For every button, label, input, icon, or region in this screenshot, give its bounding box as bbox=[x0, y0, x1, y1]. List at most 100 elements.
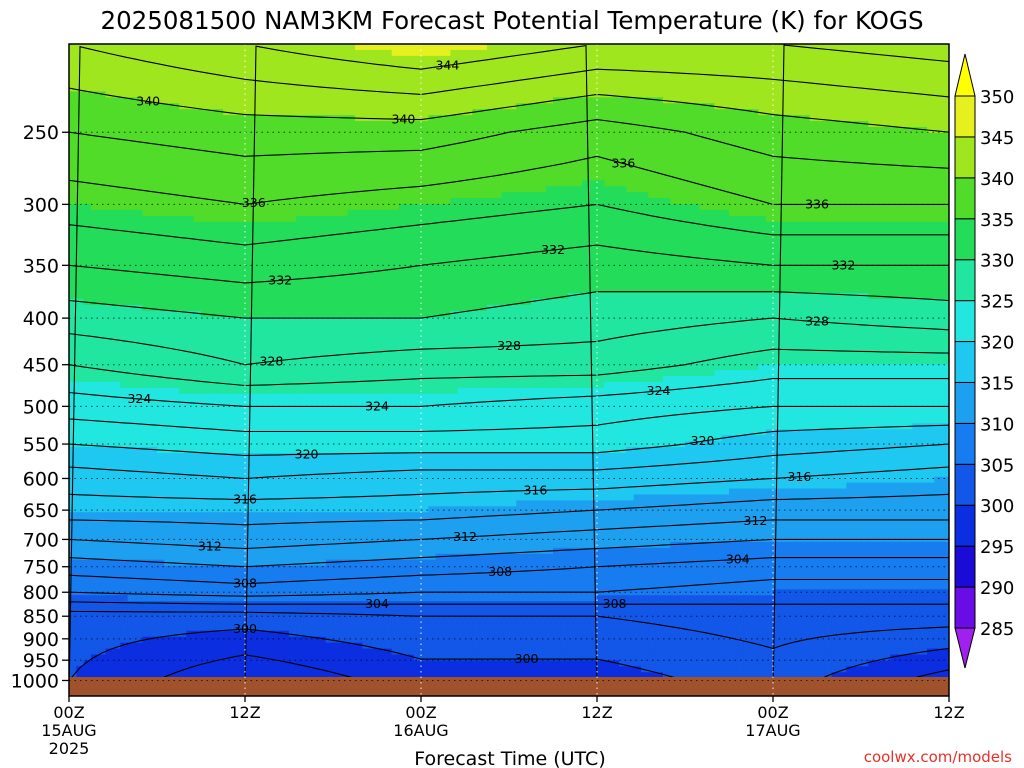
fill-cell bbox=[905, 263, 913, 270]
fill-cell bbox=[714, 157, 722, 164]
fill-cell bbox=[890, 168, 898, 175]
fill-cell bbox=[524, 192, 532, 199]
fill-cell bbox=[172, 228, 180, 235]
fill-cell bbox=[788, 56, 796, 63]
fill-cell bbox=[414, 80, 422, 87]
fill-cell bbox=[817, 180, 825, 187]
fill-cell bbox=[736, 251, 744, 258]
fill-cell bbox=[707, 275, 715, 282]
fill-cell bbox=[480, 127, 488, 134]
fill-cell bbox=[751, 192, 759, 199]
fill-cell bbox=[934, 68, 942, 75]
fill-cell bbox=[568, 139, 576, 146]
fill-cell bbox=[656, 240, 664, 247]
fill-cell bbox=[252, 251, 260, 258]
fill-cell bbox=[802, 186, 810, 193]
fill-cell bbox=[230, 80, 238, 87]
fill-cell bbox=[91, 251, 99, 258]
fill-cell bbox=[128, 80, 136, 87]
fill-cell bbox=[898, 222, 906, 229]
fill-cell bbox=[414, 50, 422, 57]
fill-cell bbox=[934, 74, 942, 81]
fill-cell bbox=[465, 204, 473, 211]
fill-cell bbox=[157, 44, 165, 51]
fill-cell bbox=[846, 246, 854, 253]
fill-cell bbox=[678, 80, 686, 87]
fill-cell bbox=[802, 174, 810, 181]
fill-cell bbox=[208, 103, 216, 110]
fill-cell bbox=[98, 275, 106, 282]
fill-cell bbox=[788, 168, 796, 175]
fill-cell bbox=[76, 68, 84, 75]
fill-cell bbox=[663, 85, 671, 92]
fill-cell bbox=[788, 103, 796, 110]
fill-cell bbox=[392, 103, 400, 110]
fill-cell bbox=[788, 192, 796, 199]
fill-cell bbox=[252, 287, 260, 294]
fill-cell bbox=[186, 180, 194, 187]
fill-cell bbox=[832, 91, 840, 98]
fill-cell bbox=[868, 174, 876, 181]
fill-cell bbox=[912, 228, 920, 235]
fill-cell bbox=[318, 287, 326, 294]
fill-cell bbox=[685, 269, 693, 276]
fill-cell bbox=[905, 222, 913, 229]
fill-cell bbox=[700, 163, 708, 170]
fill-cell bbox=[707, 240, 715, 247]
fill-cell bbox=[604, 74, 612, 81]
fill-cell bbox=[854, 97, 862, 104]
fill-cell bbox=[846, 222, 854, 229]
fill-cell bbox=[406, 74, 414, 81]
fill-cell bbox=[516, 180, 524, 187]
fill-cell bbox=[304, 240, 312, 247]
fill-cell bbox=[758, 275, 766, 282]
fill-cell bbox=[194, 115, 202, 122]
fill-cell bbox=[157, 216, 165, 223]
fill-cell bbox=[898, 228, 906, 235]
fill-cell bbox=[223, 257, 231, 264]
fill-cell bbox=[106, 151, 114, 158]
fill-cell bbox=[326, 80, 334, 87]
fill-cell bbox=[135, 145, 143, 152]
fill-cell bbox=[194, 97, 202, 104]
fill-cell bbox=[128, 180, 136, 187]
fill-cell bbox=[524, 163, 532, 170]
fill-cell bbox=[509, 74, 517, 81]
fill-cell bbox=[480, 228, 488, 235]
fill-cell bbox=[626, 198, 634, 205]
fill-cell bbox=[656, 234, 664, 241]
fill-cell bbox=[883, 68, 891, 75]
fill-cell bbox=[326, 222, 334, 229]
fill-cell bbox=[399, 216, 407, 223]
fill-cell bbox=[641, 145, 649, 152]
fill-cell bbox=[604, 133, 612, 140]
fill-cell bbox=[604, 240, 612, 247]
fill-cell bbox=[538, 151, 546, 158]
fill-cell bbox=[568, 222, 576, 229]
fill-cell bbox=[135, 163, 143, 170]
fill-cell bbox=[773, 97, 781, 104]
fill-cell bbox=[920, 133, 928, 140]
fill-cell bbox=[846, 74, 854, 81]
fill-cell bbox=[795, 139, 803, 146]
fill-cell bbox=[164, 151, 172, 158]
fill-cell bbox=[318, 103, 326, 110]
fill-cell bbox=[568, 91, 576, 98]
fill-cell bbox=[406, 157, 414, 164]
fill-cell bbox=[692, 62, 700, 69]
fill-cell bbox=[333, 121, 341, 128]
fill-cell bbox=[744, 103, 752, 110]
fill-cell bbox=[142, 192, 150, 199]
fill-cell bbox=[758, 62, 766, 69]
fill-cell bbox=[516, 234, 524, 241]
fill-cell bbox=[355, 222, 363, 229]
fill-cell bbox=[201, 204, 209, 211]
fill-cell bbox=[465, 44, 473, 51]
fill-cell bbox=[494, 168, 502, 175]
fill-cell bbox=[135, 222, 143, 229]
fill-cell bbox=[531, 240, 539, 247]
fill-cell bbox=[179, 251, 187, 258]
fill-cell bbox=[905, 251, 913, 258]
fill-cell bbox=[304, 68, 312, 75]
fill-cell bbox=[751, 163, 759, 170]
